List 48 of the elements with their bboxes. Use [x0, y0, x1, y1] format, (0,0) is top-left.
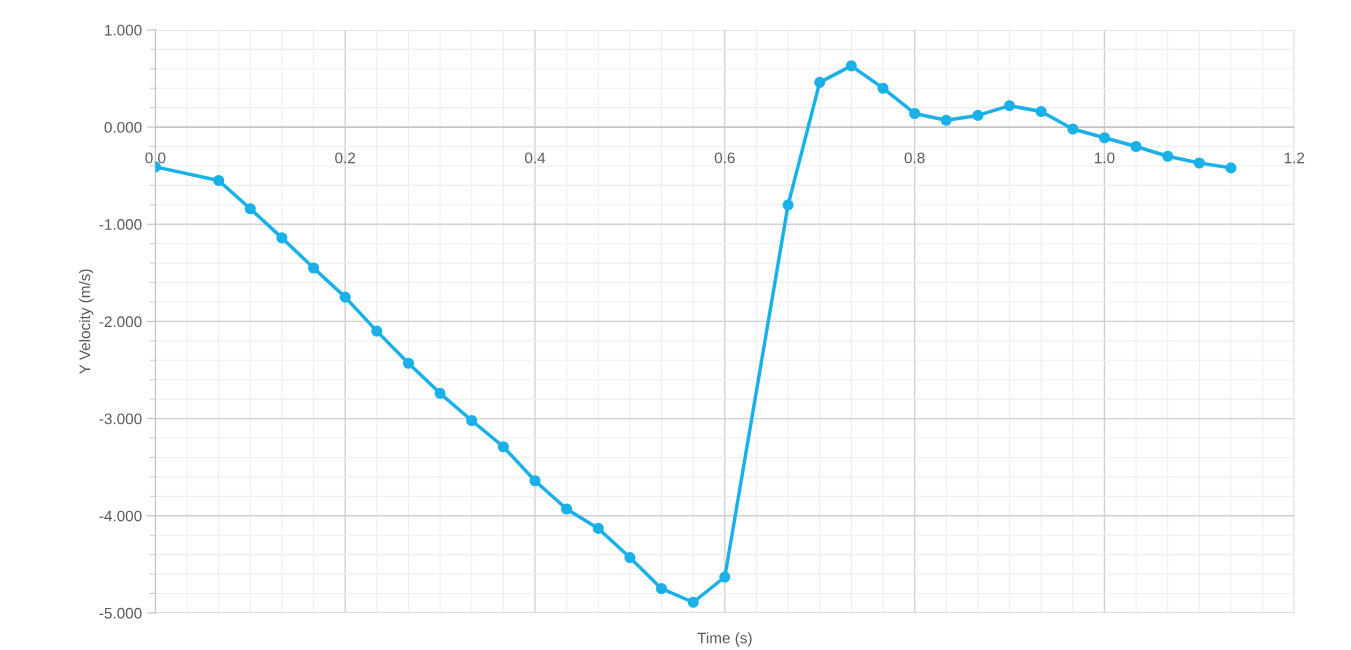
point [877, 82, 889, 94]
point [466, 414, 478, 427]
point [592, 522, 604, 534]
y-tick-label: -4.000 [99, 510, 142, 522]
y-tick-label: -5.000 [99, 607, 142, 619]
x-tick-label: 0.4 [524, 152, 546, 164]
point [655, 583, 668, 595]
point [371, 325, 383, 337]
y-tick-label: -1.000 [99, 219, 142, 230]
point [845, 60, 857, 72]
x-axis-title: Time (s) [697, 632, 752, 647]
point [244, 203, 256, 215]
y-tick-label: 0.000 [104, 121, 142, 133]
point [213, 174, 225, 187]
point [814, 76, 826, 88]
point [1162, 150, 1174, 162]
point [1225, 162, 1237, 174]
x-tick-label: 1.2 [1284, 152, 1305, 164]
point [308, 262, 320, 274]
point [339, 291, 351, 303]
point [529, 475, 541, 487]
x-tick-label: 0.0 [145, 152, 166, 164]
point [940, 114, 952, 126]
point [1067, 123, 1079, 135]
point [972, 109, 984, 121]
point [276, 232, 288, 244]
point [1193, 157, 1205, 169]
y-tick-label: -2.000 [99, 316, 142, 328]
point [782, 199, 794, 211]
x-tick-label: 0.8 [904, 152, 925, 164]
y-tick-label: 1.000 [105, 24, 142, 36]
point [687, 596, 699, 608]
point [1003, 100, 1016, 112]
x-tick-label: 1.0 [1094, 152, 1115, 164]
point [1035, 105, 1047, 118]
point [909, 107, 921, 120]
x-tick-label: 0.2 [335, 152, 356, 164]
point [1098, 132, 1110, 144]
y-axis-title: Y Velocity (m/s) [79, 269, 94, 375]
point [434, 387, 446, 399]
x-tick-label: 0.6 [714, 152, 735, 164]
point [402, 357, 415, 369]
point [561, 503, 573, 515]
point [624, 552, 636, 564]
point [719, 571, 731, 583]
point [1130, 140, 1142, 153]
point [497, 441, 509, 453]
y-tick-label: -3.000 [99, 413, 142, 425]
